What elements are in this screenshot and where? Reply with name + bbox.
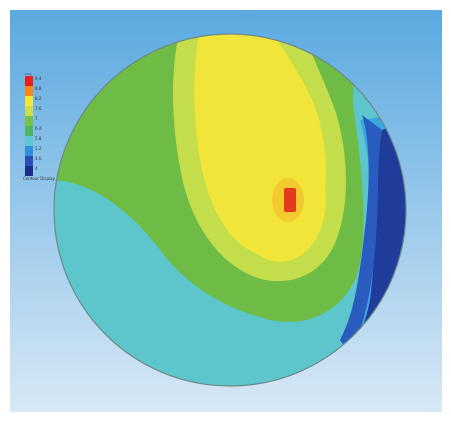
- legend-swatch: [25, 166, 33, 176]
- legend-swatch: [25, 96, 33, 106]
- legend-label: 8.8: [35, 86, 42, 91]
- legend-label: 9.4: [35, 76, 42, 81]
- contour-region-blue: [340, 115, 382, 355]
- contour-region-red-hotspot: [284, 188, 296, 212]
- contour-region-top-plume: [225, 34, 271, 61]
- contour-region-dark-blue: [350, 110, 406, 360]
- legend-label: 6.4: [35, 126, 42, 131]
- legend-swatch: [25, 106, 33, 116]
- legend-swatch: [25, 126, 33, 136]
- legend-swatch: [25, 116, 33, 126]
- legend-swatch: [25, 156, 33, 166]
- legend-label: 7.6: [35, 106, 42, 111]
- legend-swatch: [25, 136, 33, 146]
- legend-swatch: [25, 146, 33, 156]
- legend-label: 4.6: [35, 156, 42, 161]
- legend-label: 7: [35, 116, 38, 121]
- legend-label: 4: [35, 166, 38, 171]
- contour-legend: Prop 9.4 8.8 8.2 7.6 7 6.4 5.8 5.2 4.6 4 Contour …: [12, 36, 55, 181]
- legend-label: 5.8: [35, 136, 42, 141]
- legend-label: 5.2: [35, 146, 42, 151]
- legend-color-bar: [25, 76, 33, 176]
- legend-swatch: [25, 86, 33, 96]
- legend-label: 8.2: [35, 96, 42, 101]
- legend-footer: Contour Display: [23, 176, 55, 181]
- contour-disc[interactable]: [50, 20, 430, 410]
- legend-swatch: [25, 76, 33, 86]
- contour-disc-outline: [53, 33, 407, 387]
- contour-viewport: [10, 10, 442, 412]
- legend-title: Prop: [25, 72, 32, 76]
